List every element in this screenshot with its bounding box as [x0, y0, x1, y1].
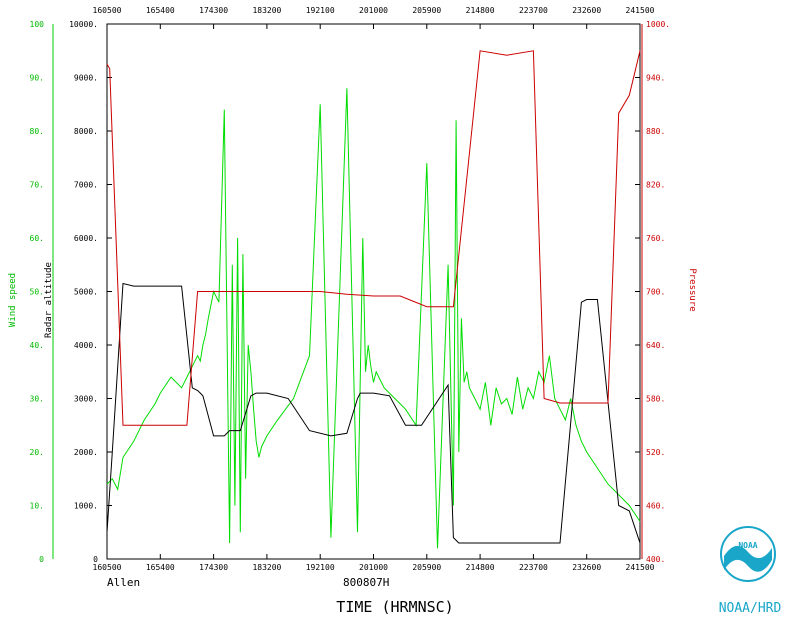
x-tick-label-bottom: 232600 [572, 563, 601, 572]
noaa-logo-badge-text: NOAA [738, 541, 757, 550]
x-tick-label-bottom: 183200 [252, 563, 281, 572]
tick-marks [106, 23, 641, 560]
radar-altitude-tick-label: 9000. [74, 74, 98, 83]
plot-frame [106, 23, 641, 560]
pressure-tick-labels: 400. 460. 520. 580. 640. 700. 760. 820. 880. 940.… [646, 20, 670, 564]
x-tick-label-top: 232600 [572, 6, 601, 15]
wind-speed-tick-label: 40. [30, 341, 44, 350]
top-x-tick-labels: 160500 165400 174300 183200 192100 201000 2059… [93, 6, 655, 15]
pressure-tick-label: 580. [646, 395, 665, 404]
x-tick-label-bottom: 241500 [626, 563, 655, 572]
x-tick-label-top: 160500 [93, 6, 122, 15]
wind-speed-tick-label: 100 [30, 20, 45, 29]
x-tick-label-bottom: 214800 [466, 563, 495, 572]
pressure-tick-label: 400. [646, 555, 665, 564]
pressure-axis-title: Pressure [687, 268, 697, 311]
x-tick-label-top: 201000 [359, 6, 388, 15]
radar-altitude-tick-label: 6000. [74, 234, 98, 243]
radar-altitude-axis-title: Radar altitude [44, 262, 54, 338]
x-tick-label-bottom: 192100 [306, 563, 335, 572]
x-tick-label-bottom: 165400 [146, 563, 175, 572]
flight-id-label: 800807H [343, 576, 389, 589]
radar-altitude-tick-labels: 0 1000. 2000. 3000. 4000. 5000. 6000. 7000. 8000… [69, 20, 98, 564]
pressure-tick-label: 1000. [646, 20, 670, 29]
x-tick-label-top: 192100 [306, 6, 335, 15]
x-tick-label-top: 165400 [146, 6, 175, 15]
x-tick-label-bottom: 160500 [93, 563, 122, 572]
x-tick-label-top: 241500 [626, 6, 655, 15]
radar-altitude-tick-label: 3000. [74, 395, 98, 404]
noaa-logo-bird-icon [724, 545, 772, 572]
radar-altitude-tick-label: 5000. [74, 288, 98, 297]
radar-altitude-line [106, 282, 641, 544]
x-tick-label-top: 183200 [252, 6, 281, 15]
radar-altitude-tick-label: 2000. [74, 448, 98, 457]
x-tick-label-top: 174300 [199, 6, 228, 15]
wind-speed-line [106, 88, 641, 549]
wind-speed-axis-title: Wind speed [8, 273, 18, 327]
wind-speed-tick-label: 90. [30, 74, 44, 83]
x-axis-title: TIME (HRMNSC) [336, 598, 453, 616]
noaa-logo: NOAA [720, 526, 776, 582]
radar-altitude-tick-label: 0 [93, 555, 98, 564]
series-layer [106, 50, 641, 549]
wind-speed-tick-label: 20. [30, 448, 44, 457]
pressure-tick-label: 940. [646, 74, 665, 83]
wind-speed-tick-label: 50. [30, 288, 44, 297]
pressure-tick-label: 820. [646, 181, 665, 190]
wind-speed-tick-label: 60. [30, 234, 44, 243]
radar-altitude-tick-label: 4000. [74, 341, 98, 350]
pressure-line [106, 50, 641, 426]
wind-speed-tick-label: 30. [30, 395, 44, 404]
x-tick-label-bottom: 174300 [199, 563, 228, 572]
x-tick-label-bottom: 223700 [519, 563, 548, 572]
pressure-tick-label: 460. [646, 502, 665, 511]
pressure-tick-label: 760. [646, 234, 665, 243]
pressure-tick-label: 880. [646, 127, 665, 136]
pressure-tick-label: 640. [646, 341, 665, 350]
wind-speed-tick-label: 80. [30, 127, 44, 136]
wind-speed-tick-label: 70. [30, 181, 44, 190]
x-tick-label-top: 223700 [519, 6, 548, 15]
pressure-tick-label: 520. [646, 448, 665, 457]
wind-speed-tick-label: 0 [39, 555, 44, 564]
radar-altitude-tick-label: 8000. [74, 127, 98, 136]
x-tick-label-bottom: 205900 [412, 563, 441, 572]
radar-altitude-tick-label: 7000. [74, 181, 98, 190]
org-label: NOAA/HRD [719, 601, 782, 616]
bottom-x-tick-labels: 160500 165400 174300 183200 192100 201000 2059… [93, 563, 655, 572]
radar-altitude-tick-label: 10000. [69, 20, 98, 29]
pressure-tick-label: 700. [646, 288, 665, 297]
wind-speed-tick-label: 10. [30, 502, 44, 511]
x-tick-label-top: 214800 [466, 6, 495, 15]
radar-altitude-tick-label: 1000. [74, 502, 98, 511]
x-tick-label-top: 205900 [412, 6, 441, 15]
wind-speed-tick-labels: 0 10. 20. 30. 40. 50. 60. 70. 80. 90. 100 [30, 20, 45, 564]
x-tick-label-bottom: 201000 [359, 563, 388, 572]
storm-label: Allen [107, 576, 140, 589]
